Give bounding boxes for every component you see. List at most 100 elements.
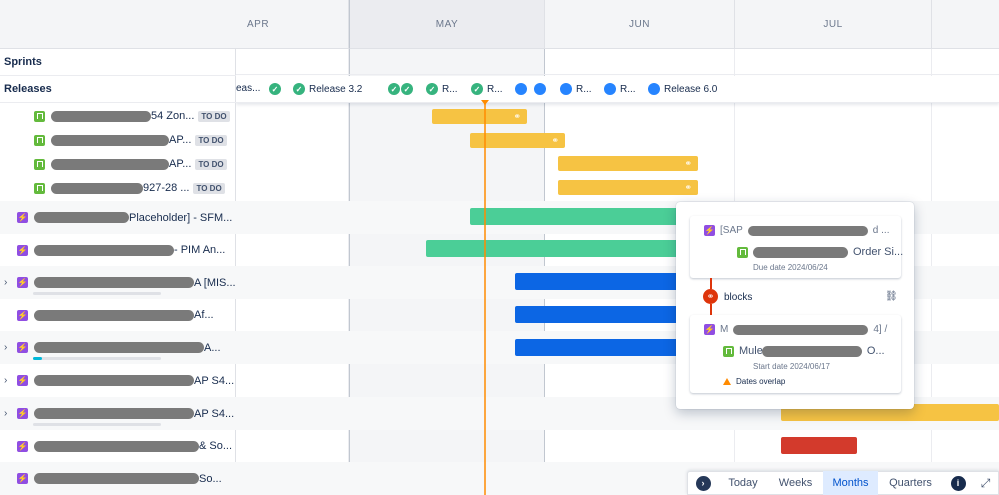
list-item[interactable]: ⚡ & So... [17,440,233,452]
expand-button[interactable]: ⤢ [973,471,998,495]
quarters-button[interactable]: Quarters [889,477,932,489]
epic-icon: ⚡ [704,324,715,335]
epic-icon: ⚡ [17,212,28,223]
issue-list-panel: Sprints Releases 54 Zon... TO DO AP... T… [0,0,236,495]
sprints-strip [236,49,999,75]
redacted-text [747,225,868,236]
month-header-jul: JUL [735,0,932,49]
info-icon: i [950,475,966,491]
nav-button[interactable]: › [688,471,718,495]
chevron-right-icon[interactable]: › [4,277,8,288]
expand-icon: ⤢ [980,475,991,490]
release-marker[interactable]: ✓ R... [471,83,503,95]
redacted-text [51,158,169,170]
release-marker[interactable]: R... [560,83,592,95]
releases-strip: eas... ✓ ✓ Release 3.2 ✓ ✓ ✓ R... ✓ R... R..… [236,76,999,103]
redacted-text [34,473,199,484]
today-button[interactable]: Today [728,477,758,489]
chevron-right-icon: › [695,475,711,491]
story-icon [34,134,45,146]
timeline-bar[interactable] [515,306,685,323]
timeline-bar[interactable] [515,273,685,290]
timeline-bar[interactable] [781,437,857,454]
link-icon: ⚭ [684,158,692,168]
redacted-text [753,246,848,258]
dependency-popup: ⚡ [SAP d ... Order Si... Due date 2024/0… [676,202,914,409]
list-item[interactable]: ⚡ So... [0,462,236,495]
timeline-bar[interactable] [426,240,685,257]
today-line [484,102,486,495]
status-badge: TO DO [198,110,230,122]
weeks-button[interactable]: Weeks [778,477,813,489]
redacted-text [34,277,194,288]
chevron-right-icon[interactable]: › [4,408,8,419]
redacted-text [34,408,194,419]
info-button[interactable]: i [943,471,973,495]
check-icon: ✓ [293,83,305,95]
timeline-bar[interactable]: ⚭ [432,109,527,124]
chevron-right-icon[interactable]: › [4,375,8,386]
list-item[interactable]: › ⚡ AP S4... [0,397,236,430]
release-marker[interactable]: ✓ Release 3.2 [293,83,362,95]
warning-icon [723,378,731,385]
list-item[interactable]: 54 Zon... TO DO [0,104,236,128]
timeline-bar[interactable] [470,208,685,225]
month-header-may: MAY [349,0,545,49]
redacted-text [34,342,204,353]
release-marker[interactable]: eas... [236,83,261,94]
list-item[interactable]: 927-28 ... TO DO [0,176,236,200]
chevron-right-icon[interactable]: › [4,342,8,353]
months-button[interactable]: Months [823,471,878,495]
dependency-card-source[interactable]: ⚡ [SAP d ... Order Si... Due date 2024/0… [690,216,903,278]
list-item[interactable]: AP... TO DO [0,152,236,176]
link-icon: ⚭ [684,182,692,192]
epic-icon: ⚡ [17,408,28,419]
story-icon [34,158,45,170]
timeline-bar[interactable]: ⚭ [470,133,565,148]
dependency-card-target[interactable]: ⚡ M 4] / Mule O... Start date 2024/06/17… [690,315,901,393]
timeline-bar[interactable] [515,339,685,356]
release-marker[interactable] [515,83,546,95]
progress-bar [33,423,161,426]
release-marker[interactable]: ✓ [269,83,281,95]
story-icon [723,345,734,357]
list-item[interactable]: › ⚡ A... [0,331,236,364]
month-header-next [932,0,999,49]
list-item[interactable]: ⚡ - PIM An... [17,244,226,256]
status-badge: TO DO [195,158,227,170]
release-marker[interactable]: ✓ ✓ [388,83,413,95]
release-dot-icon [648,83,660,95]
unlink-icon[interactable]: ⛓ [885,291,898,302]
redacted-text [34,212,129,223]
epic-icon: ⚡ [17,440,28,452]
list-item[interactable]: ⚡ Placeholder] - SFM... [0,201,236,234]
releases-row[interactable]: Releases [0,76,236,103]
progress-bar [33,357,161,360]
epic-icon: ⚡ [704,225,715,236]
redacted-text [34,244,174,256]
timeline-bar[interactable]: ⚭ [558,156,698,171]
list-item[interactable]: › ⚡ A [MIS... [0,266,236,299]
timeline-bar[interactable]: ⚭ [558,180,698,195]
timeline-toolbar: › Today Weeks Months Quarters i ⤢ [687,471,999,495]
story-icon [34,182,45,194]
release-marker[interactable]: Release 6.0 [648,83,717,95]
redacted-text [34,375,194,386]
release-dot-icon [515,83,527,95]
epic-icon: ⚡ [17,342,28,353]
release-marker[interactable]: R... [604,83,636,95]
release-marker[interactable]: ✓ R... [426,83,458,95]
redacted-text [34,440,199,452]
epic-icon: ⚡ [17,309,28,321]
month-header-jun: JUN [545,0,735,49]
check-icon: ✓ [388,83,400,95]
link-icon[interactable]: ⚭ [703,289,718,304]
list-item[interactable]: ⚡ Af... [17,309,214,321]
sprints-row[interactable]: Sprints [0,49,236,76]
list-item[interactable]: › ⚡ AP S4... [4,374,235,387]
list-header [0,0,236,49]
redacted-text [51,182,143,194]
epic-icon: ⚡ [17,277,28,288]
list-item[interactable]: AP... TO DO [0,128,236,152]
release-dot-icon [534,83,546,95]
